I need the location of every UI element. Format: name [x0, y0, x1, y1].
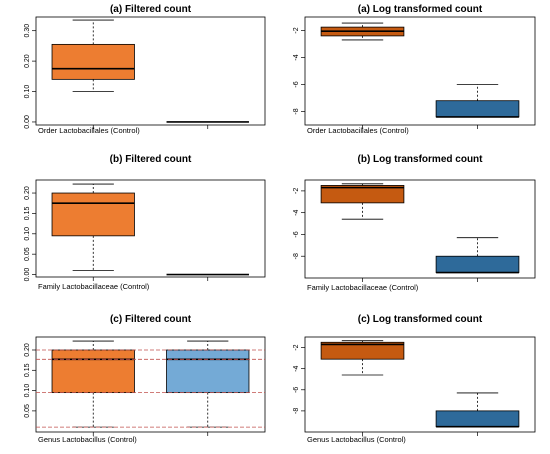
box-body [51, 192, 135, 237]
panel-a-log: (a) Log transformed count -2 -4 -6 -8 Order L… [275, 0, 550, 150]
y-tick-label: 0.15 [24, 363, 31, 377]
y-tick-label: -2 [293, 344, 300, 350]
box-body [320, 185, 405, 204]
boxplot-c-log: (c) Log transformed count -2 -4 -6 -8 Genus L… [293, 314, 536, 444]
y-tick-label: -6 [293, 231, 300, 237]
chart-title: (c) Log transformed count [358, 314, 483, 325]
boxplot-a-log: (a) Log transformed count -2 -4 -6 -8 Order L… [293, 4, 536, 135]
y-tick-label: -4 [293, 54, 300, 60]
y-tick-label: 0.10 [24, 384, 31, 398]
plot-frame [35, 16, 266, 126]
y-tick-label: 0.20 [24, 54, 31, 68]
x-axis-label: Genus Lactobacillus (Control) [38, 435, 137, 444]
panel-b-filtered: (b) Filtered count 0.00 0.05 0.10 0.15 0.20 Fa… [0, 150, 275, 300]
chart-title: (c) Filtered count [110, 314, 192, 325]
y-tick-label: 0.30 [24, 24, 31, 38]
y-tick-label: 0.00 [24, 268, 31, 282]
x-axis-label: Order Lactobacillales (Control) [38, 126, 140, 135]
boxplot-b-filtered: (b) Filtered count 0.00 0.05 0.10 0.15 0.20 Fa… [24, 154, 266, 291]
y-tick-label: 0.05 [24, 247, 31, 261]
box-body [51, 349, 135, 394]
y-tick-label: 0.15 [24, 207, 31, 221]
x-axis-label: Family Lactobacillaceae (Control) [38, 282, 150, 291]
box-body [435, 255, 520, 273]
chart-title: (a) Filtered count [110, 4, 192, 15]
y-tick-label: -8 [293, 408, 300, 414]
y-tick-label: 0.10 [24, 227, 31, 241]
y-tick-label: -8 [293, 108, 300, 114]
panel-b-log: (b) Log transformed count -2 -4 -6 -8 Family … [275, 150, 550, 300]
panel-c-filtered: (c) Filtered count 0.05 0.10 0.15 0.20 Genus … [0, 302, 275, 454]
boxplot-c-filtered: (c) Filtered count 0.05 0.10 0.15 0.20 Genus … [24, 314, 266, 444]
x-axis-label: Genus Lactobacillus (Control) [307, 435, 406, 444]
y-tick-label: -4 [293, 209, 300, 215]
x-axis-label: Order Lactobacillales (Control) [307, 126, 409, 135]
box-body [435, 410, 520, 428]
boxplot-a-filtered: (a) Filtered count 0.00 0.10 0.20 0.30 Order … [24, 4, 266, 135]
plot-frame [35, 179, 266, 278]
chart-title: (b) Filtered count [110, 154, 192, 165]
y-tick-label: -6 [293, 81, 300, 87]
y-tick-label: 0.00 [24, 115, 31, 129]
x-axis-label: Family Lactobacillaceae (Control) [307, 283, 419, 292]
y-tick-label: -2 [293, 27, 300, 33]
plot-frame [304, 179, 536, 279]
chart-title: (a) Log transformed count [358, 4, 483, 15]
y-tick-label: -4 [293, 365, 300, 371]
panel-a-filtered: (a) Filtered count 0.00 0.10 0.20 0.30 Order … [0, 0, 275, 150]
box-body [166, 349, 250, 394]
plot-frame [35, 336, 266, 433]
y-tick-label: -8 [293, 253, 300, 259]
y-tick-label: -2 [293, 188, 300, 194]
panel-c-log: (c) Log transformed count -2 -4 -6 -8 Genus L… [275, 302, 550, 454]
y-tick-label: -6 [293, 387, 300, 393]
y-tick-label: 0.10 [24, 85, 31, 99]
box-body [320, 341, 405, 360]
y-tick-label: 0.05 [24, 404, 31, 418]
box-body [51, 43, 135, 80]
y-tick-label: 0.20 [24, 343, 31, 357]
plot-frame [304, 336, 536, 433]
chart-title: (b) Log transformed count [358, 154, 484, 165]
box-body [435, 100, 520, 118]
y-tick-label: 0.20 [24, 186, 31, 200]
boxplot-b-log: (b) Log transformed count -2 -4 -6 -8 Family … [293, 154, 536, 292]
plot-frame [304, 16, 536, 126]
